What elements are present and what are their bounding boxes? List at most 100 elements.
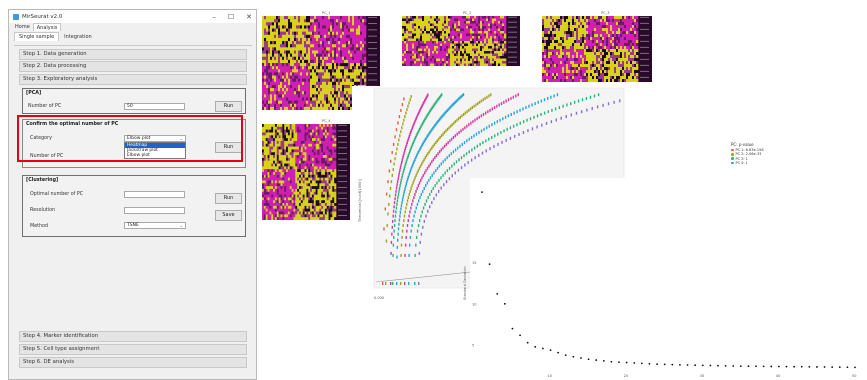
heatmap-cell: [418, 56, 421, 59]
heatmap-cell: [269, 211, 272, 215]
heatmap-cell: [291, 174, 294, 178]
heatmap-cell: [328, 200, 331, 204]
heatmap-cell: [490, 48, 493, 52]
heatmap-cell: [544, 64, 547, 68]
pca-number-input[interactable]: 50: [124, 103, 185, 110]
heatmap-cell: [550, 52, 553, 56]
heatmap-cell: [296, 44, 299, 48]
heatmap-cell: [346, 72, 349, 76]
method-select[interactable]: TSNE ⌄: [124, 222, 186, 229]
heatmap-cell: [286, 88, 289, 92]
option-jackstraw[interactable]: Jackstraw plot: [127, 148, 158, 153]
option-heatmap[interactable]: Heatmap: [125, 143, 185, 148]
heatmap-cell: [268, 41, 271, 45]
heatmap-cell: [490, 61, 493, 64]
heatmap-cell: [332, 146, 335, 150]
heatmap-cell: [280, 75, 283, 79]
heatmap-cell: [274, 31, 277, 36]
heatmap-cell: [293, 135, 296, 139]
heatmap-cell: [492, 48, 495, 52]
heatmap-cell: [568, 49, 571, 53]
heatmap-cell: [282, 132, 285, 136]
heatmap-cell: [616, 46, 619, 50]
heatmap-cell: [302, 103, 305, 108]
heatmap-cell: [328, 22, 331, 26]
minimize-button[interactable]: –: [212, 12, 216, 21]
heatmap-cell: [444, 28, 447, 32]
pca-run-button[interactable]: Run: [215, 101, 242, 112]
heatmap-cell: [308, 166, 311, 170]
heatmap-cell: [460, 41, 463, 44]
step-6-header[interactable]: Step 6. DE analysis: [19, 357, 247, 368]
step-4-header[interactable]: Step 4. Marker identification: [19, 331, 247, 342]
heatmap-cell: [594, 70, 597, 74]
heatmap-cell: [602, 67, 605, 71]
heatmap-cell: [586, 58, 589, 62]
heatmap-cell: [330, 103, 333, 108]
heatmap-cell: [622, 43, 625, 47]
tab-analysis[interactable]: Analysis: [32, 23, 62, 31]
heatmap-cell: [287, 183, 291, 187]
maximize-button[interactable]: ☐: [227, 12, 235, 21]
title-bar[interactable]: MirSeurat v2.0 – ☐ ✕: [9, 10, 256, 23]
option-elbow[interactable]: Elbow plot: [127, 153, 150, 158]
tab-single-sample[interactable]: Single sample: [14, 32, 60, 41]
heatmap-cell: [273, 208, 276, 212]
category-select[interactable]: Elbow plot ⌄: [124, 135, 186, 142]
step-3-header[interactable]: Step 3. Exploratory analysis: [19, 74, 247, 85]
heatmap-cell: [482, 23, 485, 27]
heatmap-cell: [608, 37, 611, 41]
heatmap-cell: [273, 186, 276, 190]
heatmap-cell: [302, 28, 305, 32]
heatmap-cell: [554, 28, 557, 32]
heatmap-cell: [320, 72, 323, 76]
heatmap-cell: [264, 31, 267, 36]
heatmap-cell: [432, 21, 435, 24]
heatmap-cell: [618, 43, 621, 47]
heatmap-cell: [442, 58, 445, 62]
heatmap-cell: [272, 66, 275, 70]
clustering-save-button[interactable]: Save: [215, 210, 242, 221]
heatmap-cell: [338, 59, 341, 64]
heatmap-cell: [263, 157, 266, 162]
heatmap-cell: [420, 18, 423, 22]
heatmap-cell: [624, 49, 627, 53]
heatmap-cell: [272, 53, 275, 58]
step-2-header[interactable]: Step 2. Data processing: [19, 61, 247, 72]
step-5-header[interactable]: Step 5. Cell type assignment: [19, 344, 247, 355]
optimal-pc-input[interactable]: [124, 191, 185, 198]
heatmap-cell: [422, 31, 425, 34]
heatmap-row-label: [640, 22, 649, 24]
heatmap-cell: [302, 25, 305, 29]
close-button[interactable]: ✕: [246, 12, 252, 21]
heatmap-cell: [582, 46, 585, 50]
heatmap-cell: [322, 75, 325, 79]
heatmap-cell: [320, 78, 323, 83]
step-1-header[interactable]: Step 1. Data generation: [19, 49, 247, 60]
heatmap-cell: [568, 34, 571, 38]
tab-integration[interactable]: Integration: [64, 34, 92, 40]
heatmap-cell: [426, 41, 429, 44]
heatmap-cell: [302, 186, 305, 190]
heatmap-cell: [600, 58, 603, 62]
resolution-input[interactable]: [124, 207, 185, 214]
heatmap-cell: [282, 28, 285, 32]
heatmap-cell: [602, 31, 605, 35]
heatmap-cell: [570, 64, 573, 68]
tab-home[interactable]: Home: [15, 24, 30, 30]
heatmap-cell: [328, 72, 331, 76]
heatmap-cell: [402, 21, 405, 24]
heatmap-cell: [434, 26, 437, 29]
heatmap-cell: [364, 25, 367, 29]
heatmap-cell: [610, 34, 613, 38]
heatmap-cell: [350, 81, 353, 86]
heatmap-cell: [444, 46, 447, 49]
heatmap-cell: [448, 26, 451, 29]
heatmap-cell: [488, 41, 491, 44]
heatmap-cell: [362, 34, 365, 39]
clustering-run-button[interactable]: Run: [215, 193, 242, 204]
heatmap-cell: [270, 28, 273, 32]
heatmap-cell: [284, 19, 287, 23]
heatmap-cell: [310, 208, 313, 212]
heatmap-cell: [284, 91, 287, 95]
